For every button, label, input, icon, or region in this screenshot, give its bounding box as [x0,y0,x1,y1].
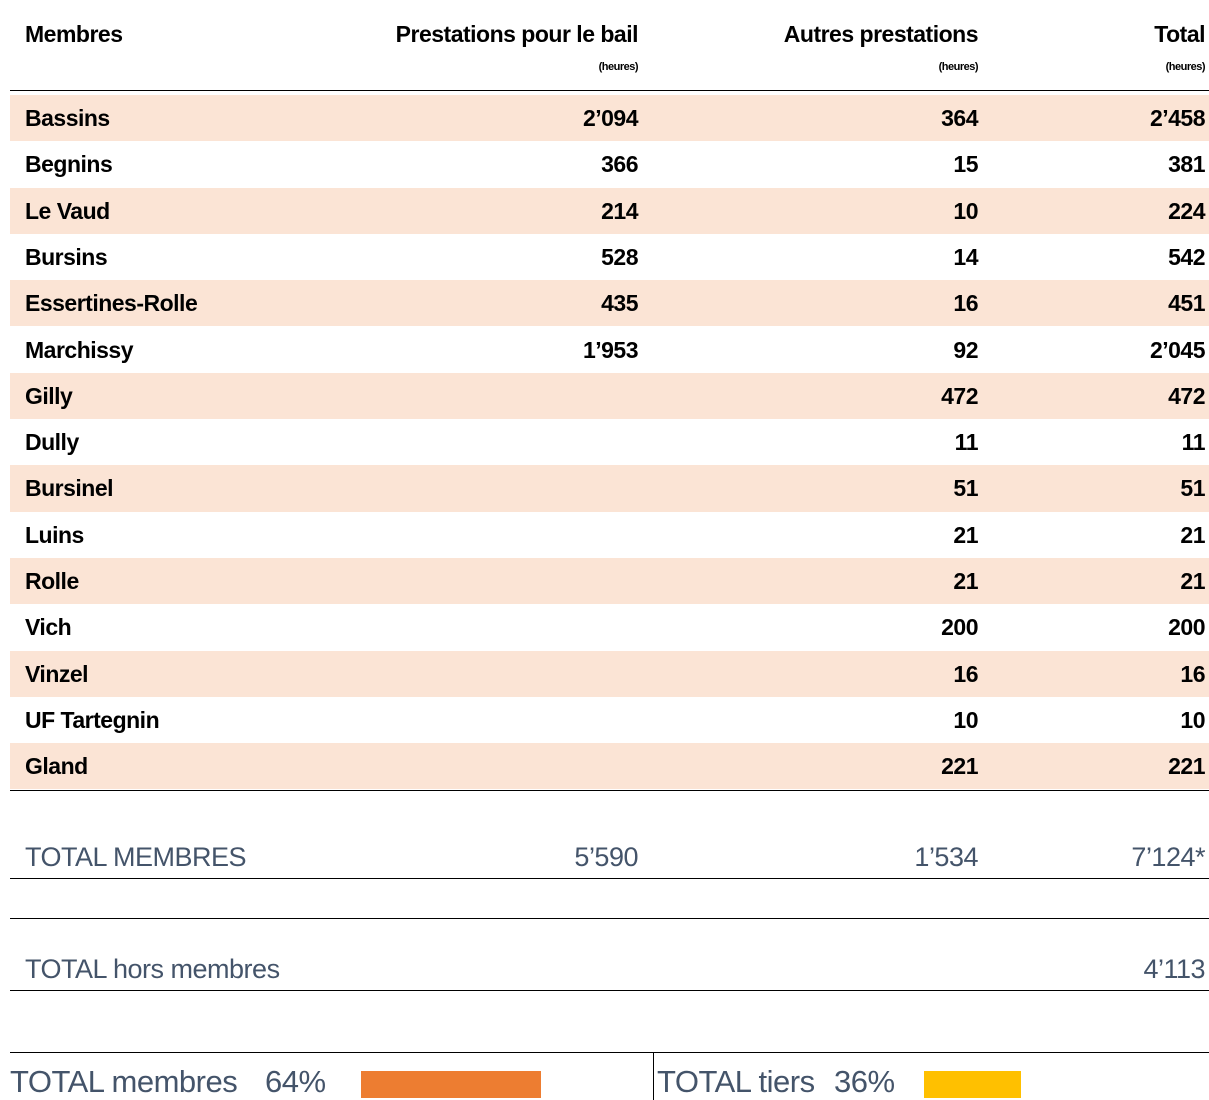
row-band [10,650,1209,697]
hours-cell: 15 [953,151,978,178]
member-name: Marchissy [25,336,134,363]
hours-cell: 221 [941,753,978,780]
hours-cell: 16 [953,290,978,317]
hours-cell: 366 [601,151,638,178]
member-name: Le Vaud [25,197,110,224]
hours-cell: 472 [941,382,978,409]
hours-cell: 221 [1168,753,1205,780]
hours-cell: 542 [1168,243,1205,270]
row-band [10,743,1209,790]
hours-cell: 214 [601,197,638,224]
total-value: 7’124* [1131,842,1205,872]
hours-cell: 224 [1168,197,1205,224]
hours-cell: 472 [1168,382,1205,409]
hours-cell: 435 [601,290,638,317]
footer-rule [10,1052,1209,1053]
row-band [10,558,1209,605]
member-name: Bassins [25,105,110,131]
member-name: UF Tartegnin [25,706,160,733]
member-name: Vich [25,614,72,641]
hours-cell: 364 [941,105,978,131]
hours-cell: 51 [953,475,978,502]
total-value: 4’113 [1143,954,1205,984]
hours-cell: 10 [1180,706,1205,733]
members-bar [361,1071,541,1098]
member-name: Gilly [25,382,73,409]
row-band [10,187,1209,234]
footer-label: TOTAL tiers [657,1064,815,1099]
total-value: 1’534 [914,842,978,872]
hours-cell: 11 [1181,429,1206,456]
hours-cell: 21 [953,568,978,594]
hours-cell: 528 [601,243,638,270]
column-unit: (heures) [598,61,639,73]
total-label: TOTAL MEMBRES [25,842,247,872]
footer-divider [653,1052,654,1100]
member-name: Dully [25,429,79,456]
member-name: Bursins [25,243,108,270]
row-band [10,465,1209,512]
hours-cell: 2’094 [582,105,639,131]
hours-cell: 16 [953,660,978,687]
hors-rule [10,990,1209,991]
row-band [10,95,1209,142]
column-header: Membres [25,21,123,47]
column-header: Total [1154,21,1205,47]
row-band [10,372,1209,420]
hours-cell: 451 [1168,290,1205,317]
tiers-bar [924,1071,1021,1098]
member-name: Vinzel [25,660,89,687]
hours-cell: 21 [953,521,978,548]
column-header: Autres prestations [783,21,979,47]
member-name: Bursinel [25,475,114,502]
hours-cell: 92 [953,336,978,363]
column-unit: (heures) [938,61,979,73]
hours-cell: 11 [954,429,979,456]
member-name: Gland [25,753,88,780]
table-rule [10,790,1209,791]
member-name: Essertines-Rolle [25,290,198,317]
footer-share: 64% [265,1064,326,1099]
hours-cell: 21 [1180,568,1205,594]
member-name: Luins [25,521,84,548]
hours-cell: 1’953 [582,336,639,363]
total-rule [10,878,1209,879]
hours-cell: 21 [1180,521,1205,548]
total-label: TOTAL hors membres [25,954,280,984]
hours-cell: 10 [953,197,978,224]
hours-cell: 10 [953,706,978,733]
footer-label: TOTAL membres [10,1064,238,1099]
hours-cell: 51 [1180,475,1205,502]
hours-cell: 14 [953,243,978,270]
hours-cell: 381 [1168,151,1205,178]
hours-cell: 16 [1180,660,1205,687]
row-band [10,280,1209,327]
member-name: Begnins [25,151,113,178]
column-unit: (heures) [1165,61,1206,73]
column-header: Prestations pour le bail [395,21,639,47]
hours-cell: 200 [1168,614,1205,641]
hours-cell: 2’458 [1149,105,1206,131]
header-rule [10,90,1209,91]
total-value: 5’590 [574,842,638,872]
member-name: Rolle [25,568,79,594]
hours-cell: 2’045 [1149,336,1206,363]
hours-cell: 200 [941,614,978,641]
spacer-rule [10,918,1209,919]
footer-share: 36% [834,1064,895,1099]
